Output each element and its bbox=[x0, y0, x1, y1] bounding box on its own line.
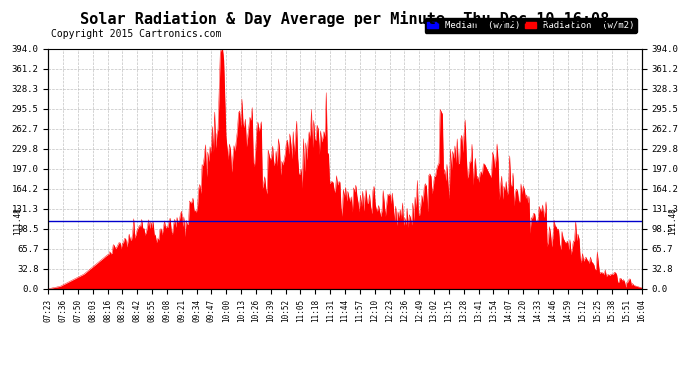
Text: 111.48: 111.48 bbox=[668, 207, 677, 235]
Legend: Median  (w/m2), Radiation  (w/m2): Median (w/m2), Radiation (w/m2) bbox=[424, 18, 637, 33]
Text: 111.48: 111.48 bbox=[13, 207, 22, 235]
Text: Solar Radiation & Day Average per Minute  Thu Dec 10 16:08: Solar Radiation & Day Average per Minute… bbox=[80, 11, 610, 27]
Text: Copyright 2015 Cartronics.com: Copyright 2015 Cartronics.com bbox=[51, 29, 221, 39]
